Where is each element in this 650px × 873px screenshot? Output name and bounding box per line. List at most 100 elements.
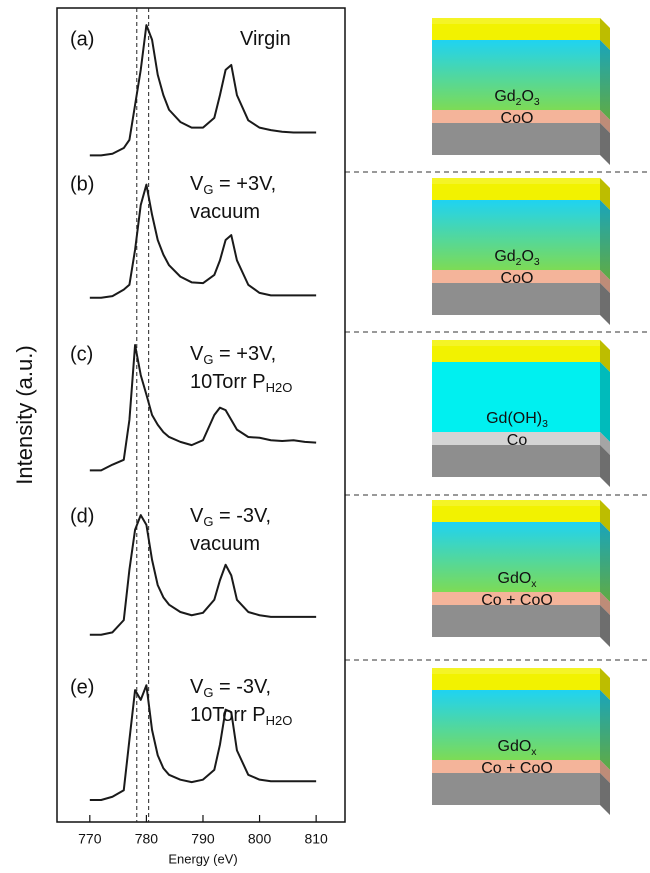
y-axis-title: Intensity (a.u.) [12, 345, 37, 484]
layer-side-shade [600, 432, 610, 455]
layer-side-shade [600, 668, 610, 700]
layer-front [432, 668, 600, 690]
text-segment: Virgin [240, 28, 291, 50]
text-segment: G [203, 352, 213, 367]
layer-side [600, 605, 610, 647]
text-segment: Co + CoO [481, 592, 553, 609]
layer-side-shade [600, 200, 610, 280]
text-segment: V [190, 505, 204, 527]
stack-schematic [432, 340, 610, 487]
condition-label: VG = +3V, [190, 343, 276, 367]
panel-label: (a) [70, 28, 94, 50]
text-segment: vacuum [190, 533, 260, 555]
stack-schematic [432, 668, 610, 815]
text-segment: 10Torr P [190, 704, 266, 726]
text-segment: 3 [534, 97, 540, 108]
condition-label: 10Torr PH2O [190, 704, 292, 728]
panel-label: (c) [70, 343, 93, 365]
text-segment: vacuum [190, 201, 260, 223]
layer-front [432, 432, 600, 445]
layer-side-shade [600, 760, 610, 783]
text-segment: = -3V, [213, 505, 271, 527]
layer-front [432, 522, 600, 592]
layer-front [432, 760, 600, 773]
layer-side [600, 500, 610, 532]
layer-side [600, 445, 610, 487]
text-segment: x [531, 579, 537, 590]
layer-front [432, 773, 600, 805]
x-axis-title: Energy (eV) [168, 851, 237, 866]
text-segment: V [190, 676, 204, 698]
layer-side [600, 690, 610, 770]
text-segment: = +3V, [213, 173, 276, 195]
x-tick-label: 790 [191, 831, 215, 847]
layer-front [432, 445, 600, 477]
layer-side-shade [600, 178, 610, 210]
separators [345, 171, 650, 661]
layer-side [600, 668, 610, 700]
layer-side-shade [600, 40, 610, 120]
film-label: Gd2O3 [494, 88, 540, 107]
layer-side [600, 522, 610, 602]
x-tick-label: 810 [304, 831, 328, 847]
layer-front [432, 340, 600, 362]
interface-label: Co [507, 432, 528, 449]
stack-schematic [432, 18, 610, 165]
stack-schematic [432, 178, 610, 325]
layer-side-shade [600, 270, 610, 293]
layer-side [600, 340, 610, 372]
layer-front [432, 123, 600, 155]
top-face-shade [432, 668, 600, 674]
film-label: Gd(OH)3 [486, 410, 548, 429]
condition-label: vacuum [190, 201, 260, 223]
text-segment: O [521, 88, 533, 105]
condition-label: VG = -3V, [190, 676, 271, 700]
top-face-shade [432, 18, 600, 24]
text-segment: G [203, 685, 213, 700]
text-segment: GdO [498, 570, 532, 587]
layer-front [432, 200, 600, 270]
layer-side-shade [600, 340, 610, 372]
plot-frame [56, 7, 346, 823]
text-segment: G [203, 182, 213, 197]
top-face-shade [432, 500, 600, 506]
layer-side-shade [600, 18, 610, 50]
layer-side [600, 773, 610, 815]
film-label: GdOx [498, 738, 538, 757]
text-segment: GdO [498, 738, 532, 755]
condition-label: VG = +3V, [190, 173, 276, 197]
text-segment: 2 [516, 257, 522, 268]
layer-front [432, 690, 600, 760]
layer-front [432, 178, 600, 200]
text-segment: 3 [534, 257, 540, 268]
x-tick-label: 800 [248, 831, 272, 847]
condition-label: vacuum [190, 533, 260, 555]
layer-side-shade [600, 690, 610, 770]
layer-side-shade [600, 605, 610, 647]
text-segment: V [190, 173, 204, 195]
layer-side [600, 178, 610, 210]
text-segment: Gd [494, 248, 515, 265]
layer-front [432, 592, 600, 605]
text-segment: 2 [516, 97, 522, 108]
layer-front [432, 110, 600, 123]
text-segment: H2O [266, 380, 293, 395]
layer-side [600, 18, 610, 50]
layer-side [600, 123, 610, 165]
text-segment: x [531, 747, 537, 758]
x-tick-label: 770 [78, 831, 102, 847]
layer-side [600, 362, 610, 442]
layer-side-shade [600, 773, 610, 815]
layer-front [432, 283, 600, 315]
stack-schematic [432, 500, 610, 647]
spectrum-line [89, 684, 317, 802]
layer-side-shade [600, 283, 610, 325]
text-segment: H2O [266, 713, 293, 728]
layer-side [600, 592, 610, 615]
condition-label: Virgin [240, 28, 291, 50]
interface-label: CoO [501, 270, 534, 287]
layer-front [432, 500, 600, 522]
layer-side [600, 283, 610, 325]
layer-side-shade [600, 522, 610, 602]
